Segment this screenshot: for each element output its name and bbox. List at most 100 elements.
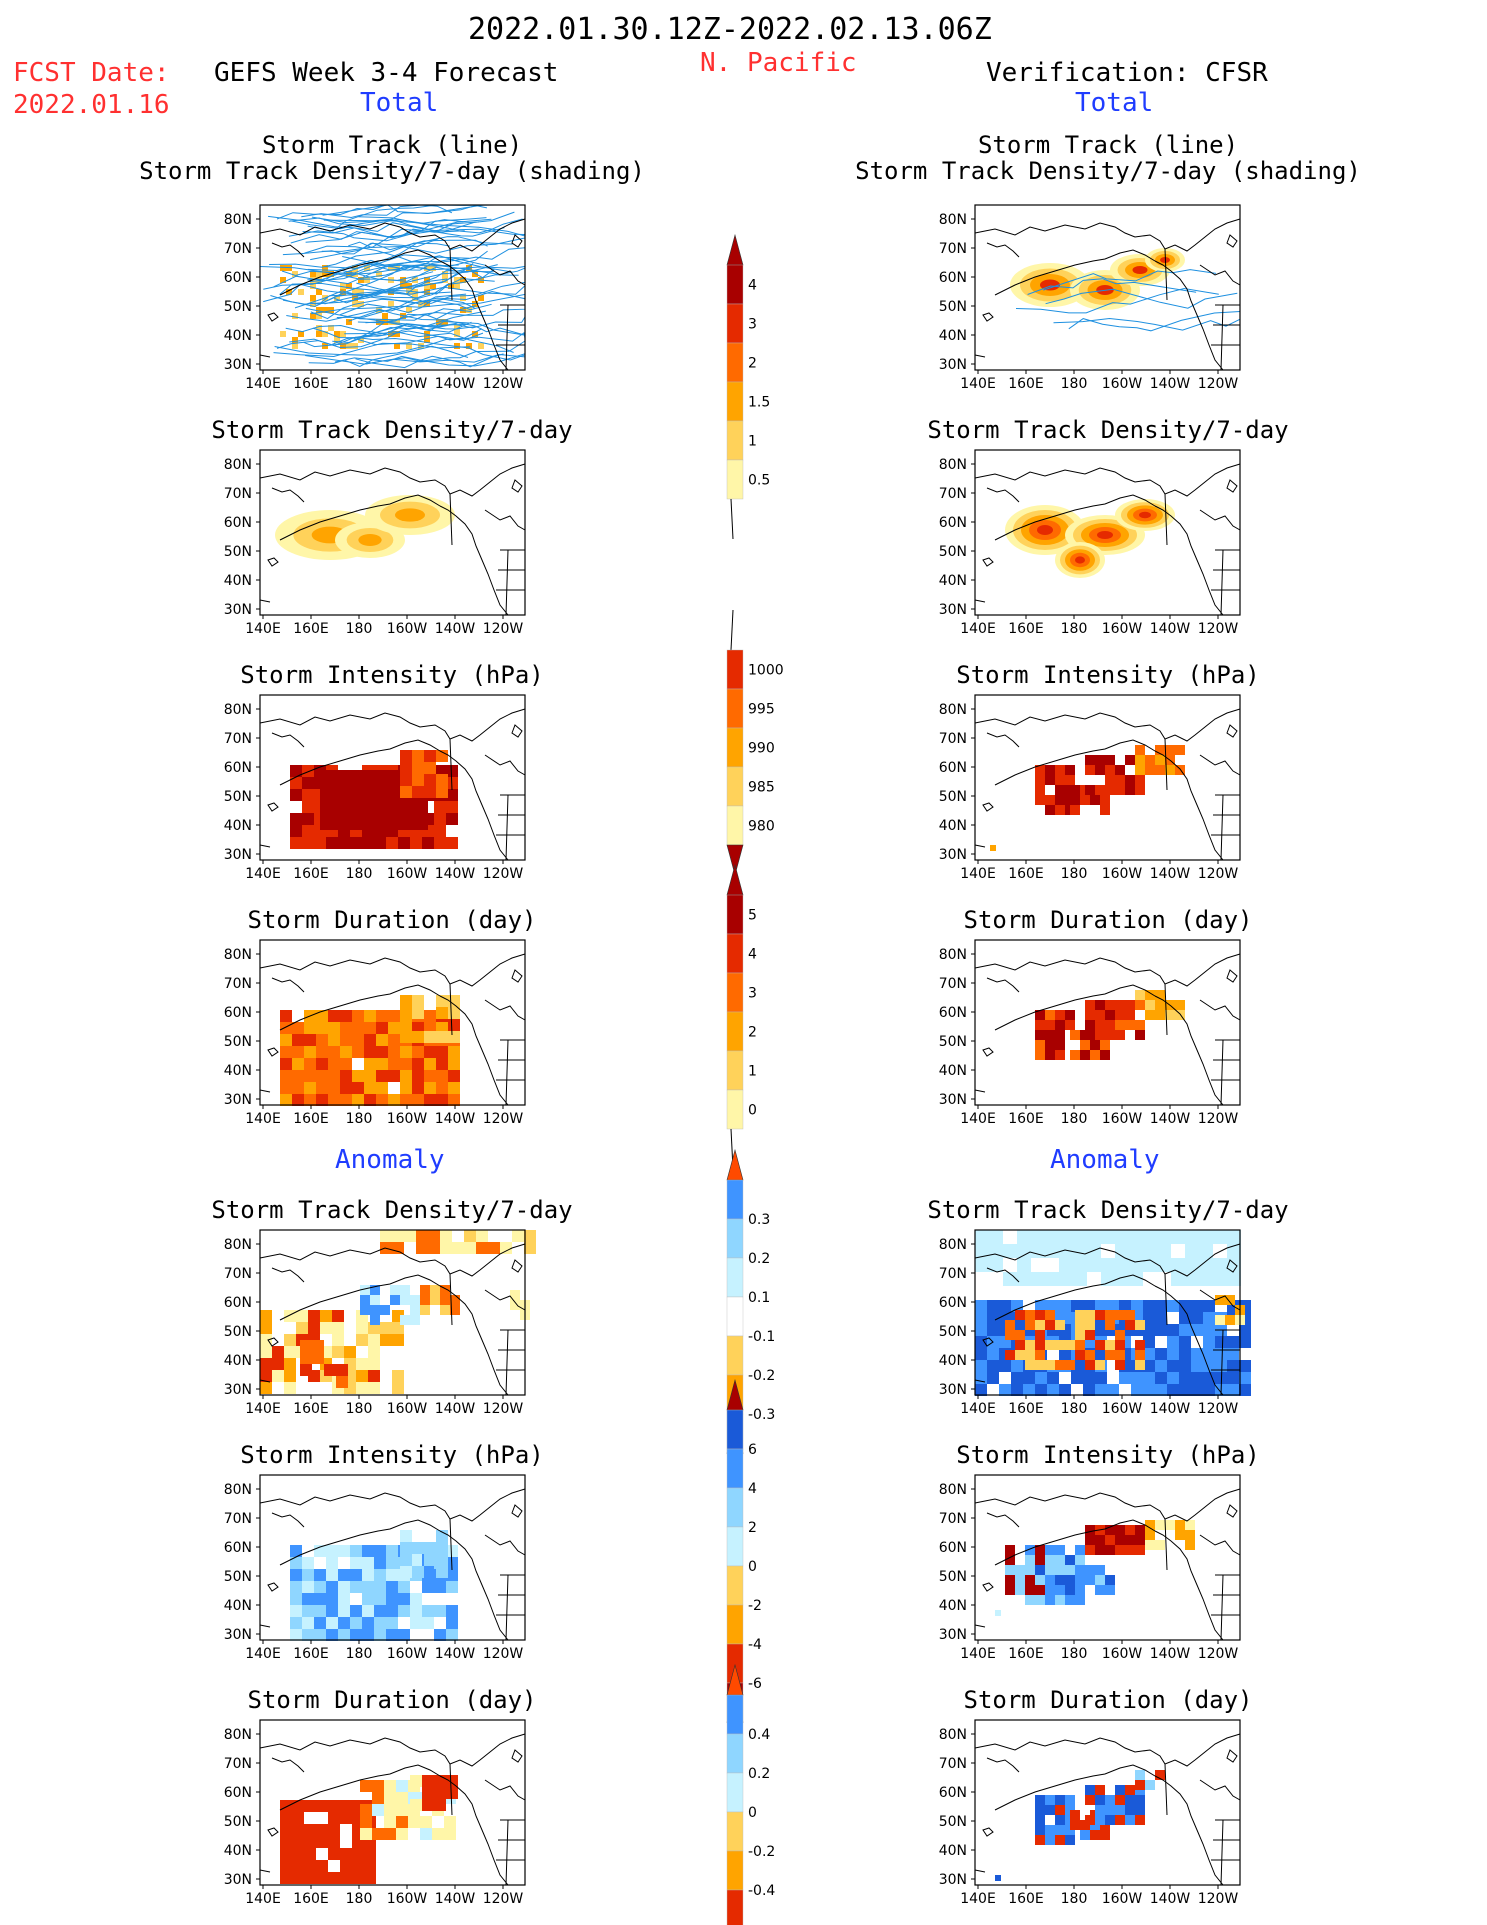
heatmap-cell bbox=[284, 1370, 296, 1382]
heatmap-cell bbox=[1105, 1805, 1115, 1815]
heatmap-cell bbox=[464, 1230, 476, 1242]
lat-tick-label: 50N bbox=[939, 789, 967, 805]
heatmap-cell bbox=[368, 806, 380, 818]
coastline bbox=[279, 984, 441, 1031]
heatmap-cell bbox=[1143, 1230, 1157, 1244]
date-range-title: 2022.01.30.12Z-2022.02.13.06Z bbox=[468, 12, 992, 47]
heatmap-cell bbox=[1015, 1310, 1025, 1320]
heatmap-cell bbox=[316, 1860, 328, 1872]
lon-tick-label: 140W bbox=[1150, 1646, 1191, 1662]
heatmap-cell bbox=[412, 1542, 424, 1554]
heatmap-cell bbox=[1035, 1040, 1045, 1050]
heatmap-cell bbox=[400, 1070, 412, 1082]
map-panel-vf-duration: 140E 160E 180 160W 140W 120W 80N 70N 60N 50N 40N 30… bbox=[939, 939, 1241, 1127]
heatmap-cell bbox=[358, 277, 364, 283]
heatmap-cell bbox=[512, 1230, 524, 1242]
heatmap-cell bbox=[392, 1370, 404, 1382]
heatmap-cell bbox=[1095, 1535, 1105, 1545]
heatmap-cell bbox=[322, 271, 328, 277]
lat-tick-label: 40N bbox=[939, 818, 967, 834]
heatmap-cell bbox=[340, 1070, 352, 1082]
heatmap-cell bbox=[1227, 1272, 1241, 1286]
heatmap-cell bbox=[1047, 1300, 1059, 1312]
heatmap-cell bbox=[292, 1046, 304, 1058]
heatmap-cell bbox=[302, 1593, 314, 1605]
storm-track-line bbox=[1043, 269, 1217, 291]
panel-title: Storm Intensity (hPa) bbox=[956, 661, 1259, 689]
coastline bbox=[259, 463, 526, 497]
heatmap-cell bbox=[1055, 1555, 1065, 1565]
heatmap-cell bbox=[290, 1569, 302, 1581]
heatmap-cell bbox=[386, 1569, 398, 1581]
heatmap-cell bbox=[1055, 1825, 1065, 1835]
lon-tick-label: 140W bbox=[1150, 1111, 1191, 1127]
heatmap-cell bbox=[388, 1046, 400, 1058]
heatmap-cell bbox=[1105, 775, 1115, 785]
heatmap-cell bbox=[304, 1872, 316, 1884]
map-frame bbox=[259, 204, 526, 371]
coastline bbox=[267, 1337, 279, 1347]
heatmap-cell bbox=[1135, 1350, 1145, 1360]
heatmap-cell bbox=[400, 1019, 412, 1031]
storm-track-line bbox=[290, 204, 484, 230]
heatmap-cell bbox=[1157, 1244, 1171, 1258]
heatmap-cell bbox=[1185, 1244, 1199, 1258]
lon-tick-label: 140E bbox=[245, 1646, 281, 1662]
heatmap-cell bbox=[1135, 1340, 1145, 1350]
heatmap-cell bbox=[1065, 1020, 1075, 1030]
heatmap-cell bbox=[436, 1554, 448, 1566]
lat-tick-label: 30N bbox=[224, 1382, 252, 1398]
heatmap-cell bbox=[376, 1094, 388, 1106]
coastline bbox=[1226, 1259, 1238, 1273]
lat-tick-label: 30N bbox=[939, 1092, 967, 1108]
map-frame bbox=[259, 694, 526, 861]
heatmap-cell bbox=[296, 1322, 308, 1334]
coastline bbox=[974, 708, 1241, 742]
heatmap-cell bbox=[1035, 775, 1045, 785]
heatmap-cell bbox=[310, 313, 316, 319]
lon-tick-label: 160E bbox=[1008, 1111, 1044, 1127]
heatmap-cell bbox=[1175, 1530, 1185, 1540]
coastline bbox=[986, 732, 1020, 748]
lon-tick-label: 120W bbox=[1198, 621, 1239, 637]
heatmap-cell bbox=[446, 837, 458, 849]
coastline bbox=[982, 1047, 994, 1057]
heatmap-cell bbox=[1075, 1585, 1085, 1595]
heatmap-cell bbox=[1175, 1010, 1185, 1020]
heatmap-cell bbox=[1167, 1384, 1179, 1396]
lon-tick-label: 160E bbox=[293, 376, 329, 392]
lat-tick-label: 40N bbox=[224, 573, 252, 589]
lon-tick-label: 160W bbox=[387, 376, 428, 392]
heatmap-cell bbox=[1100, 1050, 1110, 1060]
heatmap-cell bbox=[284, 1310, 296, 1322]
heatmap-cell bbox=[1105, 1535, 1115, 1545]
map-frame bbox=[259, 1229, 526, 1396]
heatmap-cell bbox=[1055, 1050, 1065, 1060]
heatmap-cell bbox=[454, 331, 460, 337]
heatmap-cell bbox=[396, 1828, 408, 1840]
heatmap-cell bbox=[328, 1022, 340, 1034]
heatmap-cell bbox=[352, 1022, 364, 1034]
heatmap-cell bbox=[400, 1031, 412, 1043]
lat-tick-label: 70N bbox=[224, 1756, 252, 1772]
heatmap-cell bbox=[422, 1581, 434, 1593]
storm-track-line bbox=[269, 242, 450, 268]
lat-tick-label: 80N bbox=[224, 1727, 252, 1743]
heatmap-cell bbox=[1115, 1230, 1129, 1244]
lat-tick-label: 50N bbox=[939, 544, 967, 560]
heatmap-cell bbox=[364, 1010, 376, 1022]
heatmap-cell bbox=[400, 762, 412, 774]
heatmap-cell bbox=[1095, 1384, 1107, 1396]
lon-tick-label: 140W bbox=[1150, 1891, 1191, 1907]
heatmap-cell bbox=[340, 1022, 352, 1034]
heatmap-cell bbox=[440, 1230, 452, 1242]
coastline bbox=[511, 1504, 523, 1518]
lon-tick-label: 180 bbox=[346, 866, 373, 882]
coastline bbox=[994, 739, 1156, 786]
heatmap-cell bbox=[398, 1629, 410, 1641]
storm-track-line bbox=[1068, 311, 1241, 332]
heatmap-cell bbox=[1087, 1258, 1101, 1272]
heatmap-cell bbox=[999, 1360, 1011, 1372]
heatmap-cell bbox=[1085, 1795, 1095, 1805]
heatmap-cell bbox=[336, 1376, 348, 1388]
